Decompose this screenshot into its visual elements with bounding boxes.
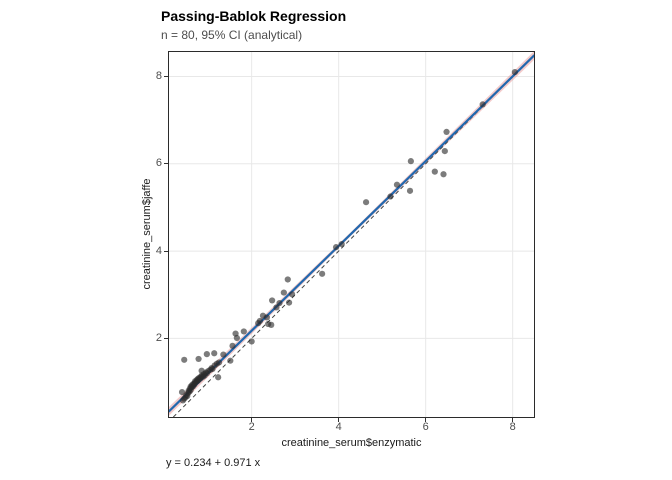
data-point (285, 299, 293, 306)
scatter-chart (169, 52, 534, 417)
data-point (406, 187, 414, 194)
data-point (215, 374, 222, 381)
y-tick-label: 2 (155, 331, 162, 344)
data-point (276, 299, 283, 307)
data-point (431, 168, 438, 175)
data-point (233, 334, 240, 342)
regression-line (169, 54, 534, 413)
data-point (203, 351, 210, 358)
data-point (240, 328, 247, 335)
data-point (215, 359, 223, 366)
data-point (220, 351, 227, 358)
data-point (280, 289, 287, 296)
regression-equation-caption: y = 0.234 + 0.971 x (166, 457, 261, 469)
y-tick-mark (164, 337, 168, 339)
data-point (198, 367, 205, 374)
x-tick-label: 6 (422, 421, 429, 433)
data-point (284, 276, 291, 283)
plot-title: Passing-Bablok Regression (161, 8, 347, 24)
data-point (269, 297, 276, 304)
data-point (407, 158, 414, 165)
data-point (248, 338, 255, 345)
data-point (479, 101, 486, 108)
identity-line (172, 54, 534, 417)
data-point (511, 68, 518, 76)
x-tick-label: 4 (335, 421, 342, 433)
x-tick-mark (251, 418, 253, 422)
y-tick-mark (164, 250, 168, 252)
data-point (178, 389, 186, 396)
data-point (387, 193, 394, 200)
y-tick-label: 8 (155, 69, 162, 82)
data-point (211, 350, 218, 357)
x-axis-title: creatinine_serum$enzymatic (281, 437, 422, 449)
data-point (195, 355, 202, 363)
data-point (255, 320, 262, 327)
x-tick-mark (512, 418, 514, 422)
data-point (319, 270, 326, 277)
data-point (338, 241, 345, 248)
x-tick-label: 8 (509, 421, 516, 433)
data-point (268, 321, 275, 328)
y-tick-mark (164, 163, 168, 165)
x-tick-mark (338, 418, 340, 422)
data-point (227, 357, 234, 364)
y-axis-title: creatinine_serum$jaffe (141, 178, 153, 290)
data-point (443, 128, 450, 135)
data-point (441, 148, 448, 155)
plot-subtitle: n = 80, 95% CI (analytical) (161, 28, 303, 42)
data-point (263, 314, 270, 321)
plot-panel (168, 51, 535, 418)
x-tick-label: 2 (248, 421, 255, 433)
data-point (440, 171, 447, 178)
y-tick-mark (164, 75, 168, 77)
data-point (332, 244, 340, 251)
x-tick-mark (425, 418, 427, 422)
y-tick-label: 6 (155, 157, 162, 170)
data-point (181, 356, 188, 363)
data-point (273, 304, 280, 311)
data-point (393, 181, 401, 188)
y-tick-label: 4 (155, 244, 162, 257)
data-point (362, 199, 370, 206)
data-point (229, 342, 236, 349)
data-point (289, 291, 296, 298)
